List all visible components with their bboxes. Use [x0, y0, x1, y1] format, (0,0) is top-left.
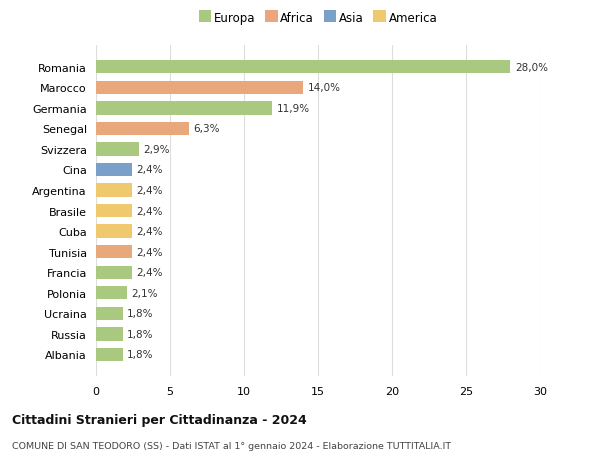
- Text: 2,4%: 2,4%: [136, 247, 163, 257]
- Text: 1,8%: 1,8%: [127, 329, 154, 339]
- Bar: [96, 123, 189, 136]
- Legend: Europa, Africa, Asia, America: Europa, Africa, Asia, America: [195, 9, 441, 29]
- Text: 28,0%: 28,0%: [515, 62, 548, 73]
- Text: 2,4%: 2,4%: [136, 206, 163, 216]
- Bar: [96, 102, 272, 115]
- Text: 1,8%: 1,8%: [127, 309, 154, 319]
- Text: 11,9%: 11,9%: [277, 104, 310, 113]
- Bar: [96, 143, 139, 156]
- Bar: [96, 163, 131, 177]
- Text: 2,4%: 2,4%: [136, 165, 163, 175]
- Bar: [96, 307, 122, 320]
- Bar: [96, 328, 122, 341]
- Text: 2,4%: 2,4%: [136, 185, 163, 196]
- Text: COMUNE DI SAN TEODORO (SS) - Dati ISTAT al 1° gennaio 2024 - Elaborazione TUTTIT: COMUNE DI SAN TEODORO (SS) - Dati ISTAT …: [12, 441, 451, 450]
- Bar: [96, 81, 303, 95]
- Text: 6,3%: 6,3%: [194, 124, 220, 134]
- Text: 2,4%: 2,4%: [136, 268, 163, 278]
- Bar: [96, 266, 131, 280]
- Text: 2,9%: 2,9%: [143, 145, 170, 155]
- Bar: [96, 348, 122, 361]
- Bar: [96, 225, 131, 238]
- Text: 1,8%: 1,8%: [127, 350, 154, 360]
- Text: Cittadini Stranieri per Cittadinanza - 2024: Cittadini Stranieri per Cittadinanza - 2…: [12, 413, 307, 426]
- Bar: [96, 184, 131, 197]
- Bar: [96, 286, 127, 300]
- Text: 14,0%: 14,0%: [308, 83, 341, 93]
- Text: 2,1%: 2,1%: [131, 288, 158, 298]
- Bar: [96, 246, 131, 259]
- Text: 2,4%: 2,4%: [136, 227, 163, 237]
- Bar: [96, 204, 131, 218]
- Bar: [96, 61, 511, 74]
